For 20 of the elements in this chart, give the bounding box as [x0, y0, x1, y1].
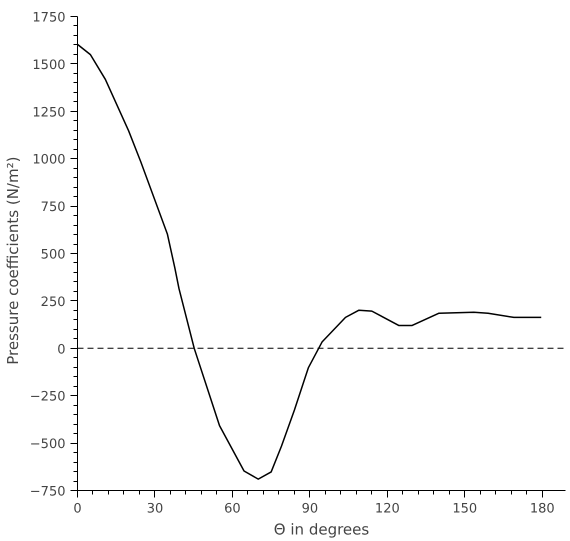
- y-tick-label: −250: [30, 390, 66, 405]
- x-tick-label: 60: [224, 502, 241, 516]
- y-tick-label: 750: [40, 200, 66, 216]
- y-tick-label: 1000: [32, 152, 66, 168]
- y-tick-label: 1250: [32, 105, 66, 120]
- y-tick-label: 250: [40, 294, 66, 310]
- y-tick-label: 0: [57, 342, 66, 358]
- x-tick-label: 30: [146, 502, 164, 516]
- y-tick-label: −500: [30, 437, 66, 452]
- y-tick-label: 1750: [32, 10, 66, 26]
- y-axis-title: Pressure coefficients (N/m²): [4, 156, 22, 365]
- x-tick-label: 90: [302, 502, 318, 516]
- y-tick-label: 500: [40, 248, 66, 262]
- x-tick-label: 180: [530, 502, 555, 516]
- y-tick-label: 1500: [32, 58, 66, 73]
- y-tick-label: −750: [30, 484, 66, 500]
- x-axis-title: Θ in degrees: [274, 520, 370, 538]
- x-tick-label: 120: [374, 502, 400, 516]
- x-tick-label: 0: [73, 502, 82, 516]
- x-tick-label: 150: [452, 502, 478, 516]
